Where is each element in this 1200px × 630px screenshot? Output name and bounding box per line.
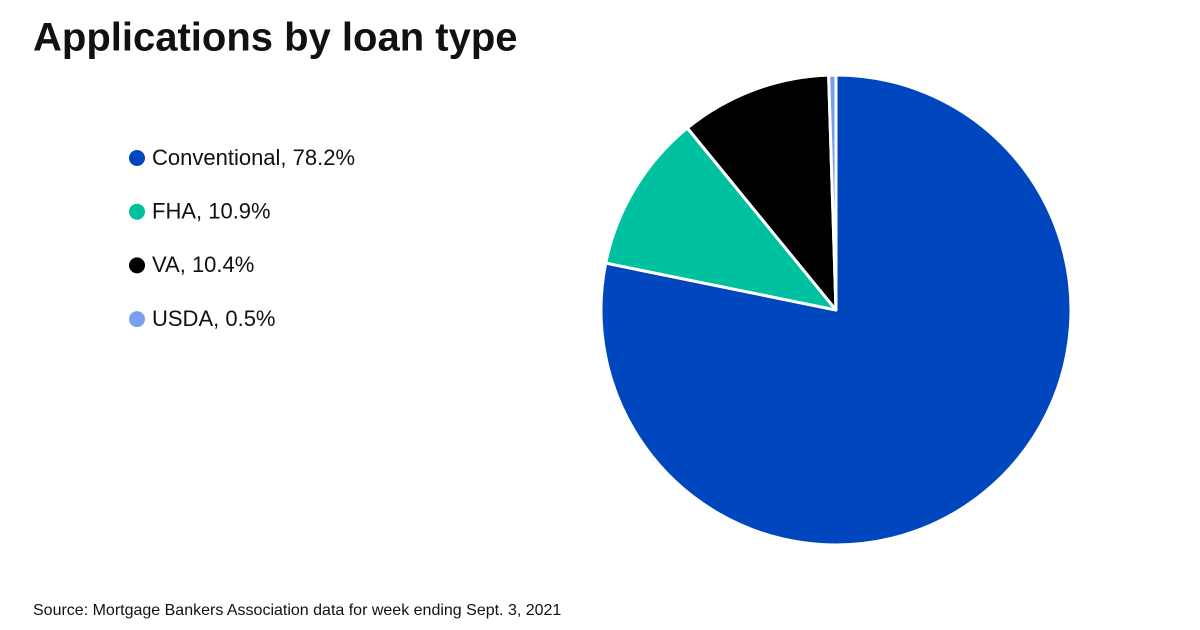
legend-label: VA, 10.4% <box>152 252 254 277</box>
legend-swatch <box>129 311 145 328</box>
pie-slice <box>685 73 838 312</box>
legend-label: USDA, 0.5% <box>152 306 276 331</box>
legend-swatch <box>129 203 145 220</box>
pie-slice <box>604 126 838 312</box>
chart-title: Applications by loan type <box>33 16 518 60</box>
legend-swatch <box>129 150 145 166</box>
source-note: Source: Mortgage Bankers Association dat… <box>33 602 561 619</box>
pie-slice <box>827 73 838 312</box>
legend-label: FHA, 10.9% <box>152 199 271 224</box>
legend-label: Conventional, 78.2% <box>152 145 355 170</box>
legend-swatch <box>129 257 145 274</box>
